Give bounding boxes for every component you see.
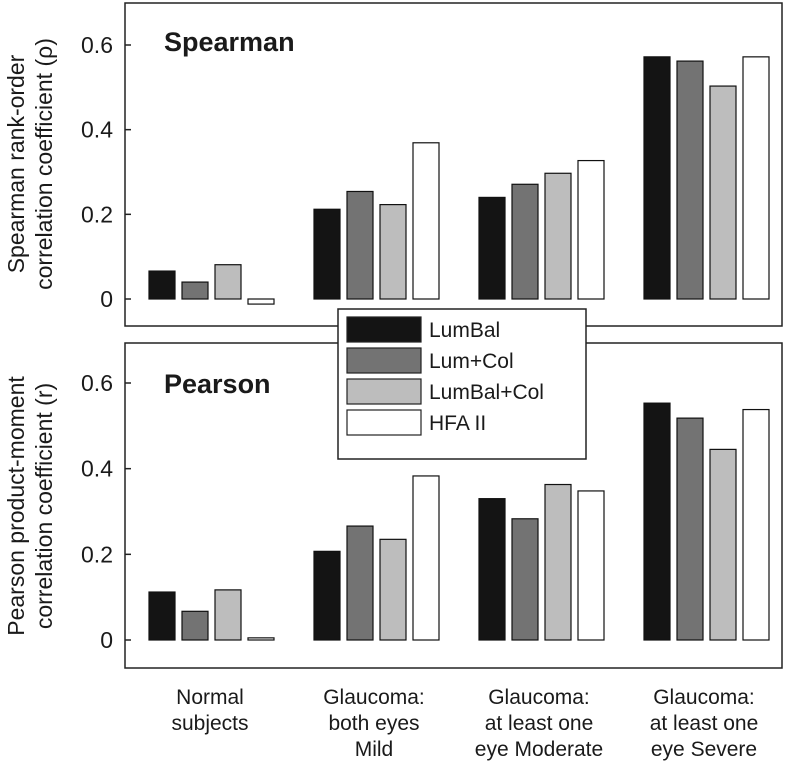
- pearson-ytick-label: 0.2: [81, 541, 113, 567]
- spearman-bar-hfa-ii-1: [247, 298, 275, 305]
- x-label-2: both eyes: [328, 712, 419, 735]
- spearman-bar-lum-col-1: [181, 281, 209, 300]
- spearman-title: Spearman: [164, 27, 295, 57]
- pearson-bar-lumbal-col-1: [214, 589, 242, 641]
- legend-swatch-1: [346, 316, 422, 343]
- pearson-ytick-label: 0.6: [81, 370, 113, 396]
- spearman-bar-lumbal-4: [643, 56, 671, 300]
- x-label-1: subjects: [171, 712, 248, 735]
- spearman-bar-lum-col-3: [511, 183, 539, 300]
- legend-swatch-4: [346, 409, 422, 436]
- pearson-bar-lumbal-2: [313, 550, 341, 641]
- spearman-panel: 00.20.40.6 Spearman Spearman rank-order …: [3, 2, 783, 327]
- spearman-bar-lumbal-3: [478, 196, 506, 300]
- x-label-2: Mild: [355, 738, 394, 761]
- pearson-bar-lumbal-col-4: [709, 448, 737, 641]
- spearman-bar-hfa-ii-3: [577, 159, 605, 300]
- legend-label-2: Lum+Col: [429, 350, 514, 373]
- pearson-title: Pearson: [164, 369, 271, 399]
- pearson-bar-lum-col-2: [346, 525, 374, 641]
- pearson-bar-lum-col-4: [676, 417, 704, 641]
- legend-swatch-3: [346, 378, 422, 405]
- pearson-bar-hfa-ii-1: [247, 637, 275, 641]
- spearman-bar-lumbal-1: [148, 270, 176, 300]
- legend-label-4: HFA II: [429, 412, 486, 435]
- spearman-bar-lumbal-2: [313, 208, 341, 300]
- x-category-labels: Normal subjects Glaucoma: both eyes Mild Glau…: [171, 686, 758, 761]
- pearson-bar-lumbal-4: [643, 402, 671, 641]
- x-label-4: at least one: [650, 712, 759, 735]
- pearson-bar-lumbal-col-3: [544, 483, 572, 641]
- pearson-ylabel-line1: Pearson product-moment: [3, 376, 29, 636]
- pearson-bar-lumbal-col-2: [379, 538, 407, 641]
- pearson-bar-hfa-ii-4: [742, 408, 770, 641]
- spearman-ylabel-line1: Spearman rank-order: [3, 54, 29, 273]
- spearman-bar-hfa-ii-2: [412, 142, 440, 300]
- spearman-bar-lumbal-col-1: [214, 264, 242, 300]
- spearman-bar-lumbal-col-2: [379, 203, 407, 300]
- x-label-1: Normal: [176, 686, 244, 709]
- pearson-ylabel-line2: correlation coefficient (r): [31, 383, 57, 629]
- x-label-3: Glaucoma:: [488, 686, 590, 709]
- x-label-4: eye Severe: [651, 738, 757, 761]
- spearman-bar-lumbal-col-4: [709, 85, 737, 300]
- pearson-bars: [148, 402, 770, 641]
- pearson-bar-lumbal-3: [478, 498, 506, 641]
- spearman-ylabel-line2: correlation coefficient (ρ): [31, 38, 57, 290]
- pearson-ytick-label: 0: [100, 627, 113, 653]
- spearman-ytick-label: 0.2: [81, 201, 113, 227]
- spearman-y-ticks: 0 0.2 0.4 0.6: [81, 32, 131, 312]
- pearson-bar-lum-col-3: [511, 518, 539, 641]
- spearman-bar-hfa-ii-4: [742, 56, 770, 300]
- pearson-panel: 0 0.2 0.4 0.6 Pearson Pearson product-momen…: [3, 342, 783, 669]
- spearman-bars: [148, 56, 770, 305]
- legend-label-1: LumBal: [429, 319, 500, 342]
- spearman-ytick-label: 0.6: [81, 32, 113, 58]
- pearson-bar-lumbal-1: [148, 591, 176, 641]
- x-label-4: Glaucoma:: [653, 686, 755, 709]
- spearman-bar-lum-col-4: [676, 60, 704, 300]
- spearman-ytick-label: 0: [100, 286, 113, 312]
- legend: LumBal Lum+Col LumBal+Col HFA II: [337, 308, 587, 460]
- pearson-bar-lum-col-1: [181, 610, 209, 641]
- x-label-2: Glaucoma:: [323, 686, 425, 709]
- legend-swatch-2: [346, 347, 422, 374]
- pearson-y-ticks: 0 0.2 0.4 0.6: [81, 370, 131, 653]
- pearson-bar-hfa-ii-2: [412, 475, 440, 641]
- x-label-3: eye Moderate: [475, 738, 603, 761]
- spearman-bar-lumbal-col-3: [544, 172, 572, 300]
- pearson-ytick-label: 0.4: [81, 456, 113, 482]
- pearson-bar-hfa-ii-3: [577, 490, 605, 641]
- spearman-bar-lum-col-2: [346, 190, 374, 300]
- x-label-3: at least one: [485, 712, 594, 735]
- legend-label-3: LumBal+Col: [429, 381, 544, 404]
- spearman-ytick-label: 0.4: [81, 117, 113, 143]
